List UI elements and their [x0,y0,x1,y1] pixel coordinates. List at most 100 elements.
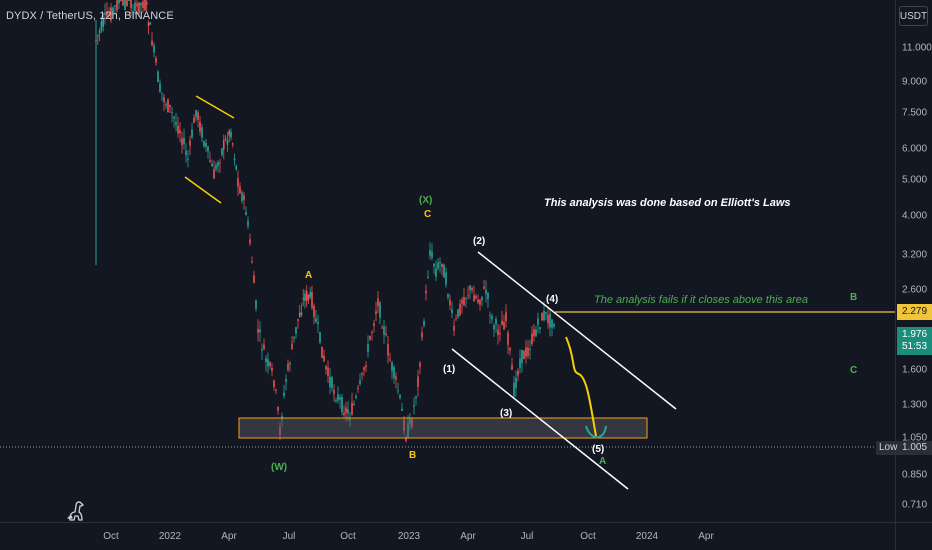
candle-body [269,362,271,366]
candle-body [389,359,391,361]
candle-body [501,320,503,326]
date-tick: 2023 [397,531,421,542]
candle-body [122,0,124,6]
candle-body [537,318,539,325]
price-tick: 7.500 [902,107,928,119]
candle-body [447,294,449,298]
candle-body [167,99,169,113]
candle-body [383,326,385,335]
candle-body [165,104,167,106]
candle-body [271,367,273,372]
candle-body [203,141,205,147]
low-label: Low [876,441,898,455]
wave-label-c-green: C [850,365,857,376]
candle-body [161,92,163,94]
candle-body [351,402,353,415]
candle-body [309,292,312,297]
candle-body [415,396,417,399]
candle-body [457,309,459,317]
candle-body [427,277,429,279]
analysis-note: This analysis was done based on Elliott'… [544,197,791,209]
projection-path[interactable] [565,336,597,437]
candle-body [273,380,275,388]
candle-body [199,121,201,132]
candle-body [419,362,421,367]
candle-body [100,21,103,31]
candle-body [401,408,403,411]
candle-body [397,390,399,392]
candle-body [209,160,211,162]
date-tick: Apr [221,531,237,542]
candle-body [145,2,148,5]
candle-body [513,382,515,397]
candle-body [491,315,493,320]
candle-body [298,312,301,317]
candle-body [353,404,355,406]
symbol-title[interactable]: DYDX / TetherUS, 12h, BINANCE [6,10,174,22]
candle-body [231,143,234,145]
flag-lower-line[interactable] [184,176,222,204]
candle-body [136,3,138,7]
date-tick: Oct [103,531,119,542]
wave-label-3: (3) [500,408,512,419]
wave-label-b-green: B [850,292,857,303]
price-tick: 0.850 [902,469,928,481]
candle-body [183,138,185,145]
candle-body [233,158,236,161]
candle-body [363,367,365,371]
candle-body [247,221,249,227]
candle-body [393,367,395,378]
currency-button[interactable]: USDT [899,6,928,26]
candle-body [175,121,177,125]
price-tick: 9.000 [902,76,928,88]
candle-body [335,400,337,402]
candle-body [287,363,289,370]
target-arc [585,425,607,439]
candle-body [523,350,525,360]
candle-body [311,292,313,308]
candle-body [112,7,114,12]
candle-body [477,299,479,303]
candle-body [455,318,457,320]
candle-body [197,112,199,121]
candlestick-series [95,0,555,443]
date-tick: Apr [460,531,476,542]
candle-body [503,321,505,330]
candle-body [144,0,146,11]
candle-body [377,298,379,306]
candle-body [205,143,207,147]
channel-upper-line[interactable] [477,251,677,410]
candle-body [295,327,297,334]
candle-body [359,380,361,385]
candle-body [265,357,267,363]
candle-body [431,251,433,258]
date-tick: Jul [282,531,296,542]
candle-body [140,3,142,6]
candle-body [157,71,159,83]
candle-body [435,268,437,277]
candle-body [403,419,405,431]
candle-body [307,295,310,300]
candle-body [132,11,134,13]
tradingview-logo-icon[interactable] [66,498,88,522]
candle-body [379,302,381,318]
candle-body [481,296,483,301]
candle-body [471,288,473,291]
candle-body [259,329,261,333]
candle-body [341,397,343,413]
candle-body [221,148,223,155]
candle-body [483,286,485,289]
last-price-badge: 1.976 51:53 [897,327,932,355]
price-tick: 1.050 [902,432,928,444]
candle-body [285,378,287,382]
candle-body [297,319,299,321]
flag-upper-line[interactable] [195,95,235,119]
candle-body [128,0,130,1]
date-tick: Apr [698,531,714,542]
candle-body [423,321,425,326]
candle-body [195,110,197,118]
candle-body [371,332,373,334]
channel-lower-line[interactable] [451,348,629,490]
